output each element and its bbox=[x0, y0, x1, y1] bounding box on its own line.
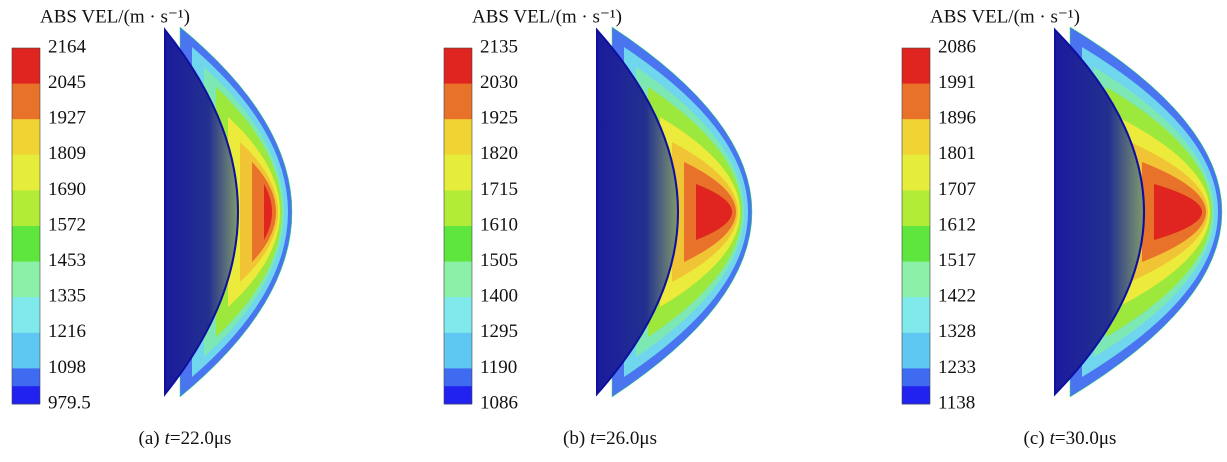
legend-frame bbox=[901, 47, 931, 405]
legend-label: 1400 bbox=[480, 286, 518, 307]
legend-label: 1896 bbox=[938, 108, 976, 129]
legend-swatch bbox=[902, 332, 930, 369]
legend-swatch bbox=[444, 226, 472, 263]
legend-swatch bbox=[902, 261, 930, 298]
legend-label: 1991 bbox=[938, 72, 976, 93]
caption-label: (a) bbox=[139, 428, 160, 449]
legend-label: 1715 bbox=[480, 179, 518, 200]
legend-label: 2030 bbox=[480, 72, 518, 93]
legend-swatch bbox=[12, 386, 40, 404]
legend-label: 1328 bbox=[938, 321, 976, 342]
legend-label: 1335 bbox=[48, 286, 86, 307]
legend-label: 1925 bbox=[480, 108, 518, 129]
legend-swatch bbox=[444, 386, 472, 404]
legend-swatch bbox=[902, 154, 930, 191]
legend-swatch bbox=[12, 154, 40, 191]
caption-variable: t bbox=[590, 428, 596, 449]
legend-label: 1610 bbox=[480, 214, 518, 235]
legend-label: 1453 bbox=[48, 250, 86, 271]
legend-swatch bbox=[12, 226, 40, 263]
legend-swatch bbox=[12, 261, 40, 298]
legend-label: 1517 bbox=[938, 250, 976, 271]
legend-label: 1927 bbox=[48, 108, 86, 129]
legend-label: 1295 bbox=[480, 321, 518, 342]
caption-label: (b) bbox=[563, 428, 585, 449]
legend-swatch bbox=[12, 83, 40, 120]
caption-value: =26.0μs bbox=[595, 428, 657, 449]
caption-label: (c) bbox=[1024, 428, 1045, 449]
legend-label: 2135 bbox=[480, 36, 518, 57]
legend-label: 1505 bbox=[480, 250, 518, 271]
legend-label: 1098 bbox=[48, 357, 86, 378]
legend-label: 1086 bbox=[480, 392, 518, 413]
legend-title: ABS VEL/(m · s⁻¹) bbox=[472, 6, 622, 27]
legend-swatch bbox=[444, 297, 472, 334]
legend-swatch bbox=[444, 332, 472, 369]
legend-swatch bbox=[444, 83, 472, 120]
caption: (c) t=30.0μs bbox=[1024, 428, 1117, 449]
legend-swatch bbox=[444, 190, 472, 227]
legend-label: 2164 bbox=[48, 36, 87, 57]
body-layer bbox=[1154, 184, 1202, 240]
caption-variable: t bbox=[1050, 428, 1056, 449]
legend-label: 979.5 bbox=[48, 392, 91, 413]
legend-swatch bbox=[12, 190, 40, 227]
legend-swatch bbox=[902, 297, 930, 334]
legend-frame bbox=[11, 47, 41, 405]
legend-swatch bbox=[444, 261, 472, 298]
legend-label: 1233 bbox=[938, 357, 976, 378]
legend-swatch bbox=[12, 48, 40, 85]
legend-swatch bbox=[12, 297, 40, 334]
legend-swatch bbox=[12, 332, 40, 369]
legend-swatch bbox=[902, 48, 930, 85]
body-core bbox=[164, 27, 239, 397]
legend-label: 1572 bbox=[48, 214, 86, 235]
panel: ABS VEL/(m · s⁻¹) 2135 2030 1925 1820 1715 161… bbox=[443, 6, 753, 449]
body-core bbox=[596, 27, 679, 397]
body-core bbox=[1054, 27, 1145, 397]
legend-swatch bbox=[902, 119, 930, 156]
legend-swatch bbox=[902, 386, 930, 404]
legend-label: 2086 bbox=[938, 36, 976, 57]
legend-label: 2045 bbox=[48, 72, 86, 93]
caption-value: =22.0μs bbox=[170, 428, 232, 449]
legend-swatch bbox=[902, 190, 930, 227]
caption: (b) t=26.0μs bbox=[563, 428, 657, 449]
legend-swatch bbox=[444, 119, 472, 156]
legend-swatch bbox=[444, 48, 472, 85]
legend-label: 1422 bbox=[938, 286, 976, 307]
panel: ABS VEL/(m · s⁻¹) 2086 1991 1896 1801 1707 161… bbox=[901, 6, 1223, 449]
legend-swatch bbox=[902, 83, 930, 120]
legend-label: 1809 bbox=[48, 143, 86, 164]
legend-title: ABS VEL/(m · s⁻¹) bbox=[40, 6, 190, 27]
legend-label: 1138 bbox=[938, 392, 975, 413]
legend-label: 1216 bbox=[48, 321, 86, 342]
legend-label: 1690 bbox=[48, 179, 86, 200]
legend-label: 1820 bbox=[480, 143, 518, 164]
legend-label: 1190 bbox=[480, 357, 517, 378]
legend-label: 1707 bbox=[938, 179, 976, 200]
legend-label: 1612 bbox=[938, 214, 976, 235]
legend-swatch bbox=[444, 154, 472, 191]
panel: ABS VEL/(m · s⁻¹) 2164 2045 1927 1809 1690 157… bbox=[11, 6, 293, 449]
caption: (a) t=22.0μs bbox=[139, 428, 232, 449]
legend-swatch bbox=[902, 226, 930, 263]
legend-label: 1801 bbox=[938, 143, 976, 164]
body-layer bbox=[696, 184, 732, 240]
legend-swatch bbox=[12, 119, 40, 156]
caption-value: =30.0μs bbox=[1055, 428, 1117, 449]
legend-frame bbox=[443, 47, 473, 405]
caption-variable: t bbox=[165, 428, 171, 449]
body-layer bbox=[264, 184, 272, 240]
legend-title: ABS VEL/(m · s⁻¹) bbox=[930, 6, 1080, 27]
